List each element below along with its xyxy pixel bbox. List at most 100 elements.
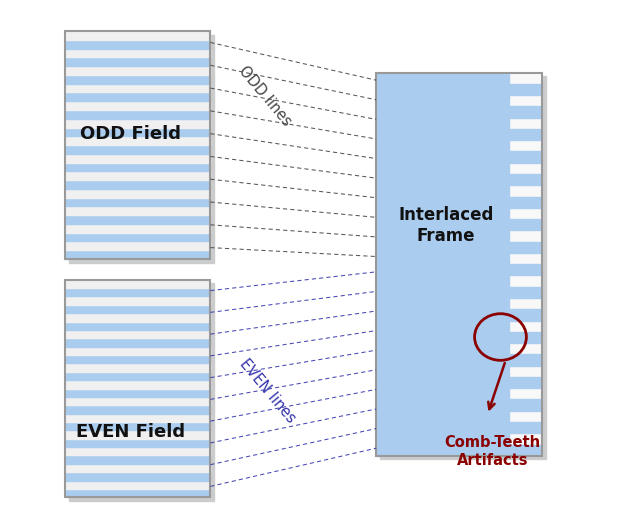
Bar: [376, 377, 542, 388]
Bar: [65, 296, 210, 305]
Text: Interlaced
Frame: Interlaced Frame: [398, 207, 494, 245]
Bar: [65, 119, 210, 127]
Bar: [65, 101, 210, 110]
Bar: [376, 140, 509, 151]
Bar: [376, 444, 542, 456]
Bar: [65, 489, 210, 497]
Bar: [65, 224, 210, 233]
Bar: [65, 233, 210, 241]
Bar: [376, 354, 542, 366]
Bar: [380, 76, 546, 459]
Bar: [376, 287, 542, 298]
Bar: [376, 332, 542, 343]
Bar: [65, 241, 210, 250]
Bar: [65, 57, 210, 66]
Bar: [65, 206, 210, 215]
Bar: [376, 411, 509, 422]
Bar: [65, 40, 210, 49]
Bar: [376, 399, 542, 411]
Bar: [65, 322, 210, 330]
Bar: [65, 136, 210, 145]
Bar: [65, 145, 210, 154]
Bar: [376, 129, 542, 140]
Bar: [376, 219, 542, 231]
Bar: [376, 185, 509, 196]
Bar: [376, 151, 542, 163]
Bar: [376, 106, 542, 118]
Bar: [65, 154, 210, 163]
Bar: [65, 380, 210, 388]
Bar: [65, 422, 210, 430]
Bar: [65, 49, 210, 57]
Bar: [376, 95, 509, 106]
Bar: [65, 180, 210, 189]
Bar: [65, 355, 210, 364]
Bar: [65, 364, 210, 372]
Bar: [376, 208, 509, 219]
Bar: [65, 31, 210, 259]
Bar: [65, 397, 210, 405]
Bar: [65, 31, 210, 40]
Bar: [65, 439, 210, 447]
Bar: [65, 171, 210, 180]
Bar: [65, 280, 210, 288]
Bar: [65, 330, 210, 338]
Bar: [69, 35, 214, 263]
Bar: [376, 343, 509, 354]
Text: ODD lines: ODD lines: [236, 63, 294, 128]
Bar: [65, 455, 210, 464]
Bar: [69, 283, 214, 501]
Text: EVEN Field: EVEN Field: [76, 423, 185, 441]
Bar: [376, 309, 542, 321]
Bar: [376, 366, 509, 377]
Bar: [376, 422, 542, 433]
Bar: [65, 66, 210, 75]
Bar: [376, 264, 542, 276]
Bar: [376, 231, 509, 241]
Bar: [65, 215, 210, 224]
Text: Comb-Teeth
Artifacts: Comb-Teeth Artifacts: [445, 435, 541, 468]
Text: ODD Field: ODD Field: [80, 125, 181, 142]
Bar: [376, 73, 509, 84]
Bar: [65, 280, 210, 497]
Bar: [65, 198, 210, 206]
Bar: [376, 163, 509, 174]
Bar: [65, 472, 210, 481]
Bar: [376, 174, 542, 185]
Bar: [65, 447, 210, 455]
Bar: [65, 75, 210, 84]
Bar: [65, 413, 210, 422]
Bar: [65, 84, 210, 92]
Bar: [65, 250, 210, 259]
Bar: [65, 372, 210, 380]
Bar: [376, 241, 542, 253]
Bar: [65, 388, 210, 397]
Bar: [376, 388, 509, 399]
Bar: [65, 280, 210, 497]
Bar: [65, 31, 210, 259]
Bar: [65, 405, 210, 413]
Bar: [65, 127, 210, 136]
Bar: [65, 189, 210, 198]
Bar: [65, 92, 210, 101]
Bar: [376, 321, 509, 332]
Bar: [376, 253, 509, 264]
Bar: [65, 347, 210, 355]
Bar: [376, 433, 509, 444]
Bar: [65, 110, 210, 119]
Text: EVEN lines: EVEN lines: [237, 356, 298, 426]
Bar: [376, 73, 542, 456]
Bar: [65, 430, 210, 439]
Bar: [376, 196, 542, 208]
Bar: [376, 73, 542, 456]
Bar: [65, 163, 210, 171]
Bar: [65, 338, 210, 347]
Bar: [376, 118, 509, 129]
Bar: [65, 481, 210, 489]
Bar: [65, 464, 210, 472]
Bar: [65, 288, 210, 296]
Bar: [376, 276, 509, 287]
Bar: [65, 305, 210, 313]
Bar: [376, 298, 509, 309]
Bar: [65, 313, 210, 322]
